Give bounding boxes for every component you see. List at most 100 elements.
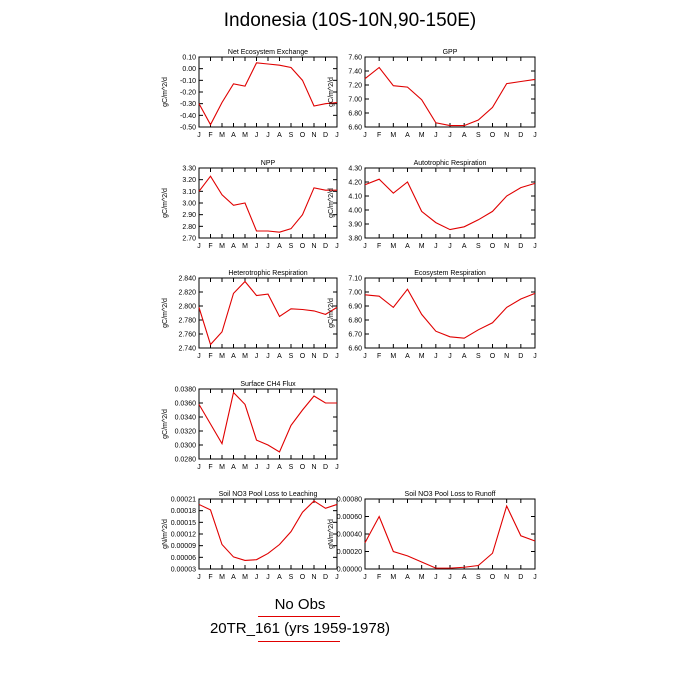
x-tick-label: J [434, 132, 438, 139]
x-tick-label: J [335, 353, 339, 360]
chart-title: Net Ecosystem Exchange [228, 49, 308, 56]
y-tick-label: 0.00020 [337, 549, 362, 556]
x-tick-label: O [300, 574, 306, 581]
x-tick-label: F [208, 464, 212, 471]
y-tick-label: 4.20 [348, 180, 362, 187]
chart-frame [364, 56, 536, 128]
x-tick-label: S [476, 574, 481, 581]
x-tick-label: A [231, 464, 236, 471]
series-line [198, 500, 338, 561]
x-tick-label: S [476, 353, 481, 360]
chart-frame [198, 498, 338, 570]
x-tick-label: M [419, 353, 425, 360]
x-tick-label: J [197, 464, 201, 471]
x-tick-label: N [504, 132, 509, 139]
x-tick-label: J [363, 353, 367, 360]
y-tick-label: 0.00 [182, 66, 196, 73]
chart-frame [364, 167, 536, 239]
x-tick-label: D [518, 243, 523, 250]
y-tick-label: 3.80 [348, 236, 362, 243]
y-tick-label: 0.00006 [171, 555, 196, 562]
x-tick-label: A [405, 574, 410, 581]
x-tick-label: J [266, 243, 270, 250]
y-tick-label: 6.90 [348, 304, 362, 311]
chart-title: Ecosystem Respiration [414, 270, 486, 277]
x-tick-label: J [335, 464, 339, 471]
x-tick-label: O [490, 574, 496, 581]
chart-panel: NPPgC/m^2/d3.303.203.103.002.902.802.70J… [162, 160, 339, 250]
legend-case-line [258, 641, 340, 642]
x-tick-label: M [219, 574, 225, 581]
x-tick-label: A [231, 243, 236, 250]
y-tick-label: 2.760 [178, 332, 196, 339]
x-tick-label: J [335, 574, 339, 581]
y-axis-label: gC/m^2/d [328, 188, 335, 218]
chart-panel: Ecosystem Respiration gC/m^2/d 7.10 7.00 6.9… [328, 270, 537, 360]
y-tick-label: 6.80 [348, 318, 362, 325]
x-tick-label: O [490, 353, 496, 360]
x-tick-label: J [434, 353, 438, 360]
x-tick-label: D [323, 243, 328, 250]
chart-title: Surface CH4 Flux [240, 381, 296, 388]
x-tick-label: S [289, 464, 294, 471]
series-line [198, 62, 338, 126]
page-title: Indonesia (10S-10N,90-150E) [223, 10, 477, 31]
y-tick-label: 6.80 [348, 111, 362, 118]
y-tick-label: 0.00003 [171, 567, 196, 574]
x-tick-label: A [462, 243, 467, 250]
x-tick-label: S [476, 132, 481, 139]
x-tick-label: A [405, 132, 410, 139]
x-tick-label: F [377, 353, 381, 360]
y-tick-label: -0.20 [180, 90, 196, 97]
x-tick-label: S [289, 574, 294, 581]
x-tick-label: M [242, 132, 248, 139]
x-tick-label: F [377, 243, 381, 250]
x-tick-label: A [405, 353, 410, 360]
x-tick-label: O [490, 132, 496, 139]
x-tick-label: A [231, 574, 236, 581]
y-tick-label: 4.30 [348, 166, 362, 173]
y-axis-label: gC/m^2/d [328, 77, 335, 107]
legend-obs-line [258, 616, 340, 617]
x-tick-label: J [533, 243, 537, 250]
y-tick-label: 3.10 [182, 189, 196, 196]
x-tick-label: J [255, 353, 259, 360]
x-tick-label: F [208, 243, 212, 250]
x-tick-label: A [277, 464, 282, 471]
x-tick-label: J [266, 574, 270, 581]
chart-panel: Heterotrophic Respiration gC/m^2/d 2.840 2.… [162, 270, 339, 360]
y-tick-label: 0.00040 [337, 532, 362, 539]
y-axis-label: gN/m^2/d [162, 519, 169, 549]
x-tick-label: N [311, 574, 316, 581]
x-tick-label: J [363, 243, 367, 250]
x-tick-label: A [277, 574, 282, 581]
x-tick-label: J [533, 574, 537, 581]
y-tick-label: 7.10 [348, 276, 362, 283]
y-tick-label: -0.10 [180, 78, 196, 85]
y-axis-label: gC/m^2/d [162, 298, 169, 328]
x-tick-label: D [518, 574, 523, 581]
x-tick-label: M [242, 353, 248, 360]
chart-title: Soil NO3 Pool Loss to Runoff [405, 491, 496, 498]
x-tick-label: S [289, 132, 294, 139]
chart-frame [364, 277, 536, 349]
y-tick-label: 0.0320 [175, 429, 197, 436]
series-line [364, 66, 536, 127]
chart-frame [198, 277, 338, 349]
y-axis-label: gC/m^2/d [162, 409, 169, 439]
x-tick-label: O [300, 243, 306, 250]
y-tick-label: 6.70 [348, 332, 362, 339]
x-tick-label: M [390, 353, 396, 360]
x-tick-label: F [208, 574, 212, 581]
x-tick-label: F [377, 132, 381, 139]
chart-title: NPP [261, 160, 276, 167]
y-tick-label: 0.0300 [175, 443, 197, 450]
x-tick-label: O [300, 353, 306, 360]
x-tick-label: M [219, 353, 225, 360]
y-tick-label: 0.00012 [171, 532, 196, 539]
x-tick-label: M [219, 464, 225, 471]
chart-frame [198, 167, 338, 239]
chart-panel: Autotrophic Respiration gC/m^2/d 4.30 4.20 4… [328, 160, 537, 250]
x-tick-label: J [255, 574, 259, 581]
